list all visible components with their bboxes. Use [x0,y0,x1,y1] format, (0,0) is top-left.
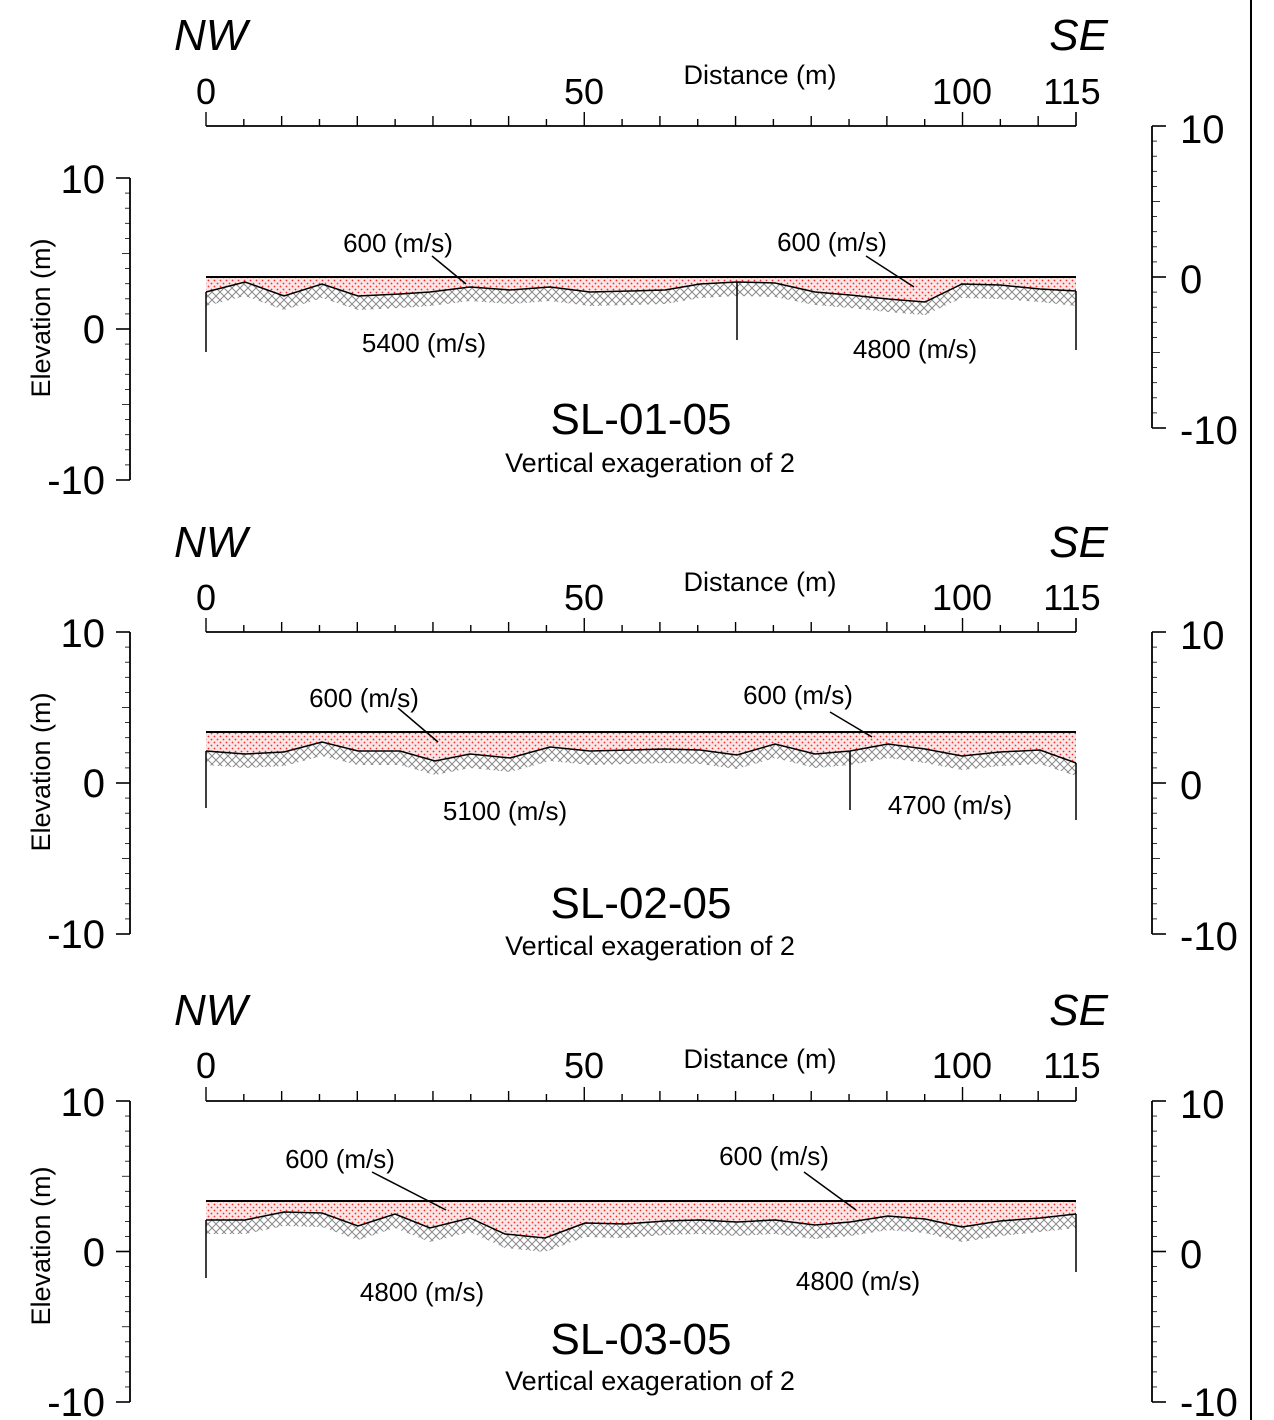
profile-title: SL-01-05 [550,395,731,444]
bedrock-velocity-label: 4800 (m/s) [796,1266,920,1296]
bedrock-hatch [206,282,1076,315]
x-tick-label: 100 [932,577,992,618]
y-tick-label: 0 [83,762,105,806]
bedrock-velocity-label: 4800 (m/s) [853,334,977,364]
y-tick-label: -10 [47,1381,105,1420]
profile-subtitle: Vertical exageration of 2 [505,1366,795,1396]
elevation-axis-right [1151,631,1166,935]
bedrock-velocity-label: 5100 (m/s) [443,796,567,826]
y-tick-label: 0 [83,308,105,352]
layer-velocity-label: 600 (m/s) [309,683,419,713]
direction-left: NW [174,986,251,1035]
x-tick-label: 115 [1043,577,1100,618]
layer-leader-line [397,707,439,743]
x-tick-label: 0 [196,577,216,618]
right-tick-label: 0 [1180,258,1202,302]
refractor-boundary [206,1211,1077,1239]
y-axis-label: Elevation (m) [26,692,56,851]
profile-subtitle: Vertical exageration of 2 [505,931,795,961]
bedrock-velocity-label: 4800 (m/s) [360,1277,484,1307]
y-tick-label: 10 [61,612,106,656]
distance-axis [205,112,1077,127]
x-axis-label: Distance (m) [683,60,836,90]
profile-title: SL-02-05 [550,879,731,928]
distance-axis [205,1087,1077,1102]
x-axis-label: Distance (m) [683,1044,836,1074]
bedrock-velocity-label: 5400 (m/s) [362,328,486,358]
right-tick-label: 10 [1180,614,1225,658]
direction-right: SE [1049,11,1108,60]
right-tick-label: 10 [1180,108,1225,152]
layer-leader-line [829,711,873,738]
x-tick-label: 50 [564,71,604,112]
direction-right: SE [1049,518,1108,567]
right-tick-label: 0 [1180,1233,1202,1277]
x-tick-label: 0 [196,71,216,112]
layer-velocity-label: 600 (m/s) [719,1141,829,1171]
distance-axis [205,618,1077,633]
x-tick-label: 115 [1043,1045,1100,1086]
right-tick-label: -10 [1180,915,1238,959]
x-tick-label: 0 [196,1045,216,1086]
right-tick-label: -10 [1180,1381,1238,1420]
elevation-axis-left [116,1100,131,1403]
refractor-boundary [205,281,1077,303]
direction-left: NW [174,11,251,60]
y-tick-label: 0 [83,1231,105,1275]
elevation-axis-right [1151,125,1166,429]
y-axis-label: Elevation (m) [26,1166,56,1325]
y-tick-label: -10 [47,459,105,503]
layer-velocity-label: 600 (m/s) [777,227,887,257]
direction-left: NW [174,518,251,567]
x-tick-label: 100 [932,71,992,112]
right-tick-label: -10 [1180,409,1238,453]
direction-right: SE [1049,986,1108,1035]
panel-sl-01-05: NW SE Distance (m) 0 50 100 115 10 0 -10… [26,11,1238,503]
x-tick-label: 115 [1043,71,1100,112]
profile-subtitle: Vertical exageration of 2 [505,448,795,478]
profile-title: SL-03-05 [550,1315,731,1364]
right-tick-label: 10 [1180,1083,1225,1127]
right-tick-label: 0 [1180,764,1202,808]
x-tick-label: 50 [564,1045,604,1086]
low-velocity-layer [206,1201,1076,1238]
layer-leader-line [865,255,915,288]
elevation-axis-right [1151,1100,1166,1403]
layer-leader-line [371,1171,447,1211]
x-tick-label: 100 [932,1045,992,1086]
bedrock-hatch [206,1212,1076,1252]
panel-sl-02-05: NW SE Distance (m) 0 50 100 115 10 0 -10… [26,518,1238,961]
elevation-axis-left [116,177,131,481]
layer-leader-line [431,255,467,285]
panel-sl-03-05: NW SE Distance (m) 0 50 100 115 10 0 -10… [26,986,1238,1420]
bedrock-hatch [206,742,1076,776]
y-axis-label: Elevation (m) [26,238,56,397]
layer-velocity-label: 600 (m/s) [743,680,853,710]
bedrock-velocity-label: 4700 (m/s) [888,790,1012,820]
refractor-boundary [205,741,1077,764]
y-tick-label: 10 [61,1081,106,1125]
page-border-line [1250,0,1252,1420]
layer-leader-line [803,1171,857,1211]
low-velocity-layer [206,732,1076,763]
x-tick-label: 50 [564,577,604,618]
y-tick-label: -10 [47,913,105,957]
layer-velocity-label: 600 (m/s) [285,1144,395,1174]
y-tick-label: 10 [61,158,106,202]
x-axis-label: Distance (m) [683,567,836,597]
elevation-axis-left [116,631,131,935]
layer-velocity-label: 600 (m/s) [343,228,453,258]
